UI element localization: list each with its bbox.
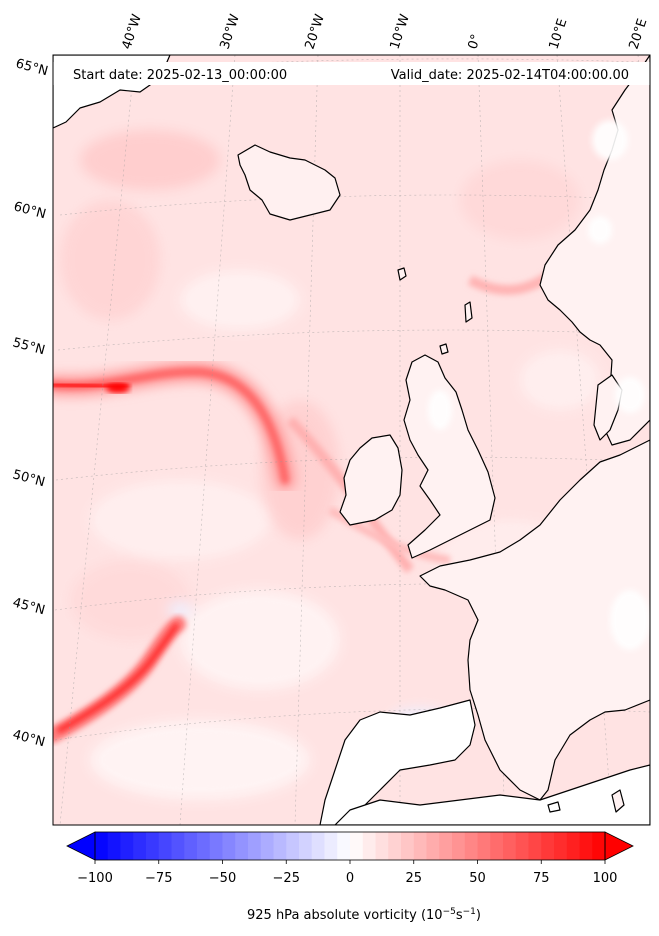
colorbar-tick-label: 50	[469, 871, 486, 886]
lat-label-50n: 50°N	[11, 467, 47, 490]
lat-label-45n: 45°N	[11, 595, 47, 618]
colorbar-cell	[566, 832, 580, 860]
land-great-britain	[403, 354, 496, 559]
lon-label-20e: 20°E	[627, 17, 651, 51]
colorbar-cell	[146, 832, 160, 860]
colorbar-cell	[171, 832, 185, 860]
colorbar-cell	[286, 832, 300, 860]
colorbar-cell	[503, 832, 517, 860]
colorbar-tick-label: −100	[77, 871, 113, 886]
land-orkney	[439, 343, 449, 355]
colorbar-cells	[95, 832, 606, 860]
colorbar-cell	[528, 832, 542, 860]
colorbar-cell	[107, 832, 121, 860]
colorbar-cell	[197, 832, 211, 860]
colorbar-cell	[209, 832, 223, 860]
start-date-label: Start date: 2025-02-13_00:00:00	[73, 68, 287, 83]
colorbar-cell	[133, 832, 147, 860]
lat-label-65n: 65°N	[14, 56, 50, 79]
lon-label-20w: 20°W	[303, 12, 328, 51]
land-corsica-sardinia	[611, 789, 625, 813]
lat-label-55n: 55°N	[11, 335, 47, 358]
colorbar-cell	[248, 832, 262, 860]
colorbar-cell	[592, 832, 606, 860]
graticule	[54, 55, 650, 825]
colorbar-cell	[120, 832, 134, 860]
colorbar-cell	[311, 832, 325, 860]
map-panel: Start date: 2025-02-13_00:00:00 Valid_da…	[53, 55, 650, 825]
colorbar-cell	[515, 832, 529, 860]
colorbar-cell	[362, 832, 376, 860]
lat-label-60n: 60°N	[12, 199, 48, 222]
colorbar-tick-label: 25	[405, 871, 422, 886]
colorbar-tick-label: 100	[593, 871, 618, 886]
colorbar-tick-label: 75	[533, 871, 550, 886]
colorbar-cell	[375, 832, 389, 860]
colorbar-cell	[184, 832, 198, 860]
colorbar-cell	[95, 832, 109, 860]
land-iberia	[319, 699, 476, 825]
land-ireland	[339, 434, 403, 526]
colorbar-cell	[324, 832, 338, 860]
latitude-labels: 65°N 60°N 55°N 50°N 45°N 40°N	[11, 56, 50, 750]
colorbar-ticks: −100 −75 −50 −25 0 25 50 75 100	[77, 860, 617, 886]
lon-label-40w: 40°W	[120, 12, 145, 51]
colorbar-cell	[222, 832, 236, 860]
valid-date-label: Valid_date: 2025-02-14T04:00:00.00	[391, 68, 629, 83]
colorbar-cell	[554, 832, 568, 860]
colorbar-extend-low	[66, 831, 96, 861]
colorbar-cell	[401, 832, 415, 860]
lon-label-0: 0°	[466, 33, 485, 52]
colorbar-tick-label: −50	[209, 871, 236, 886]
colorbar-cell	[337, 832, 351, 860]
lon-label-10w: 10°W	[388, 12, 413, 51]
map-border	[52, 54, 651, 826]
land-faroe	[397, 267, 407, 281]
field-patches	[428, 120, 650, 650]
colorbar-cell	[158, 832, 172, 860]
lat-label-40n: 40°N	[11, 727, 47, 750]
colorbar-cell	[579, 832, 593, 860]
colorbar-cell	[260, 832, 274, 860]
lon-label-30w: 30°W	[218, 12, 243, 51]
colorbar-tick-label: −25	[273, 871, 300, 886]
land-balearic	[547, 801, 561, 813]
colorbar-cell	[452, 832, 466, 860]
colorbar-cell	[477, 832, 491, 860]
lon-label-10e: 10°E	[547, 17, 571, 51]
colorbar-extend-high	[604, 831, 634, 861]
colorbar-cell	[299, 832, 313, 860]
header-strip	[53, 62, 650, 85]
land-iceland	[237, 144, 341, 221]
colorbar: −100 −75 −50 −25 0 25 50 75 100 925 hPa absolute…	[66, 831, 634, 923]
land-continental-europe	[419, 439, 650, 801]
colorbar-cell	[426, 832, 440, 860]
land-denmark	[593, 374, 623, 441]
colorbar-tick-label: −75	[145, 871, 172, 886]
land-shetland	[464, 301, 473, 323]
colorbar-label: 925 hPa absolute vorticity (10−5s−1)	[247, 907, 481, 923]
longitude-labels: 40°W 30°W 20°W 10°W 0° 10°E 20°E	[120, 12, 651, 51]
colorbar-tick-label: 0	[346, 871, 354, 886]
colorbar-cell	[388, 832, 402, 860]
colorbar-cell	[490, 832, 504, 860]
land-north-africa	[334, 764, 650, 825]
colorbar-cell	[439, 832, 453, 860]
colorbar-cell	[464, 832, 478, 860]
colorbar-cell	[541, 832, 555, 860]
colorbar-cell	[235, 832, 249, 860]
colorbar-cell	[273, 832, 287, 860]
colorbar-cell	[350, 832, 364, 860]
colorbar-cell	[413, 832, 427, 860]
